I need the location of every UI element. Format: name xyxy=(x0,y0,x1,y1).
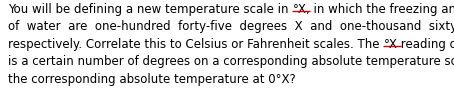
Text: °X: °X xyxy=(292,3,306,16)
Text: the corresponding absolute temperature at 0°X?: the corresponding absolute temperature a… xyxy=(8,73,296,86)
Text: respectively. Correlate this to Celsius or Fahrenheit scales. The: respectively. Correlate this to Celsius … xyxy=(8,38,384,51)
Text: °X: °X xyxy=(384,38,397,51)
Text: You will be defining a new temperature scale in: You will be defining a new temperature s… xyxy=(8,3,292,16)
Text: reading on this scale: reading on this scale xyxy=(397,38,454,51)
Text: is a certain number of degrees on a corresponding absolute temperature scale. Wh: is a certain number of degrees on a corr… xyxy=(8,55,454,68)
Text: , in which the freezing and boiling points: , in which the freezing and boiling poin… xyxy=(306,3,454,16)
Text: of  water  are  one-hundred  forty-five  degrees  X  and  one-thousand  sixty-fi: of water are one-hundred forty-five degr… xyxy=(8,20,454,33)
